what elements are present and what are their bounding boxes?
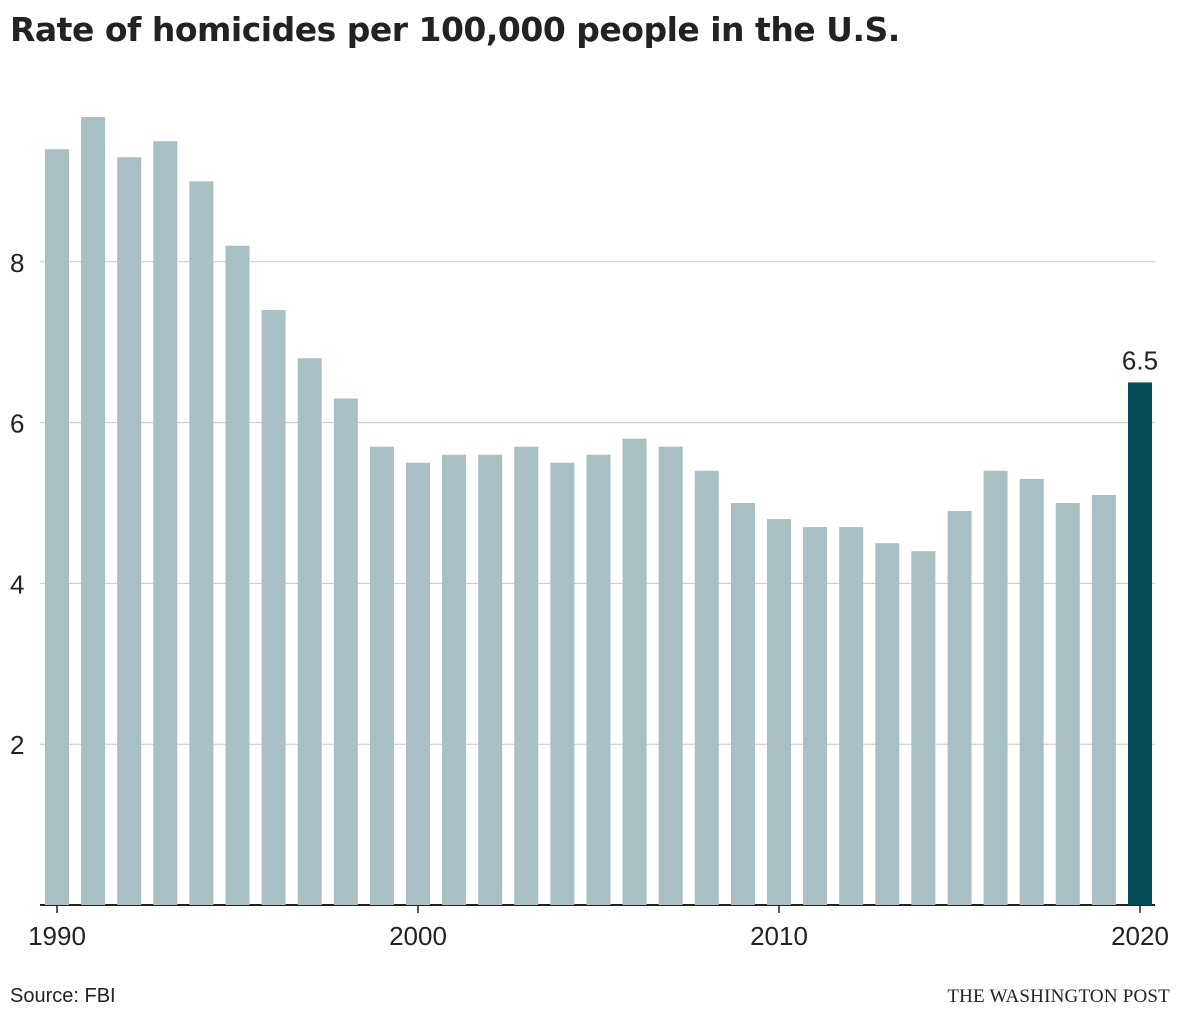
y-tick-label-6: 6 bbox=[10, 409, 24, 439]
bar-1994 bbox=[189, 181, 214, 905]
bar-1992 bbox=[117, 157, 142, 905]
chart-title: Rate of homicides per 100,000 people in … bbox=[10, 10, 900, 49]
bar-2015 bbox=[947, 511, 972, 905]
annotations: 6.5 bbox=[1122, 345, 1158, 375]
bar-2010 bbox=[767, 519, 791, 905]
bar-1995 bbox=[225, 245, 250, 906]
x-tick-label-1990: 1990 bbox=[28, 921, 86, 951]
y-tick-label-8: 8 bbox=[10, 248, 24, 278]
bar-1997 bbox=[297, 358, 322, 905]
bar-2009 bbox=[730, 503, 755, 905]
bar-2012 bbox=[839, 527, 864, 905]
bar-2003 bbox=[514, 446, 539, 905]
bar-1993 bbox=[153, 141, 178, 905]
bar-2020 bbox=[1128, 382, 1152, 905]
publisher-credit: THE WASHINGTON POST bbox=[947, 986, 1170, 1007]
bar-2004 bbox=[550, 462, 575, 905]
y-tick-label-4: 4 bbox=[10, 569, 24, 599]
bar-2002 bbox=[478, 454, 503, 905]
bar-2018 bbox=[1055, 503, 1080, 905]
y-axis-labels: 2 4 6 8 bbox=[10, 248, 24, 760]
bar-2011 bbox=[803, 527, 828, 905]
highlight-value-label: 6.5 bbox=[1122, 345, 1158, 375]
bars bbox=[45, 117, 1152, 906]
source-note: Source: FBI bbox=[10, 985, 116, 1007]
bar-1996 bbox=[261, 310, 286, 905]
bar-2005 bbox=[586, 454, 611, 905]
bar-1990 bbox=[45, 149, 69, 906]
bar-2000 bbox=[406, 462, 430, 905]
bar-2019 bbox=[1091, 494, 1116, 905]
x-axis-labels: 1990 2000 2010 2020 bbox=[28, 905, 1169, 951]
bar-1999 bbox=[369, 446, 394, 905]
bar-1998 bbox=[333, 398, 358, 905]
bar-2001 bbox=[442, 454, 467, 905]
bar-2013 bbox=[875, 543, 900, 905]
bar-2006 bbox=[622, 438, 647, 905]
x-tick-label-2010: 2010 bbox=[750, 921, 808, 951]
bar-2007 bbox=[658, 446, 683, 905]
x-tick-label-2000: 2000 bbox=[389, 921, 447, 951]
x-tick-label-2020: 2020 bbox=[1111, 921, 1169, 951]
bar-2008 bbox=[694, 470, 719, 905]
bar-1991 bbox=[81, 117, 106, 905]
bar-2016 bbox=[983, 470, 1008, 905]
y-tick-label-2: 2 bbox=[10, 730, 24, 760]
bar-2017 bbox=[1019, 478, 1044, 905]
bar-2014 bbox=[911, 551, 936, 905]
